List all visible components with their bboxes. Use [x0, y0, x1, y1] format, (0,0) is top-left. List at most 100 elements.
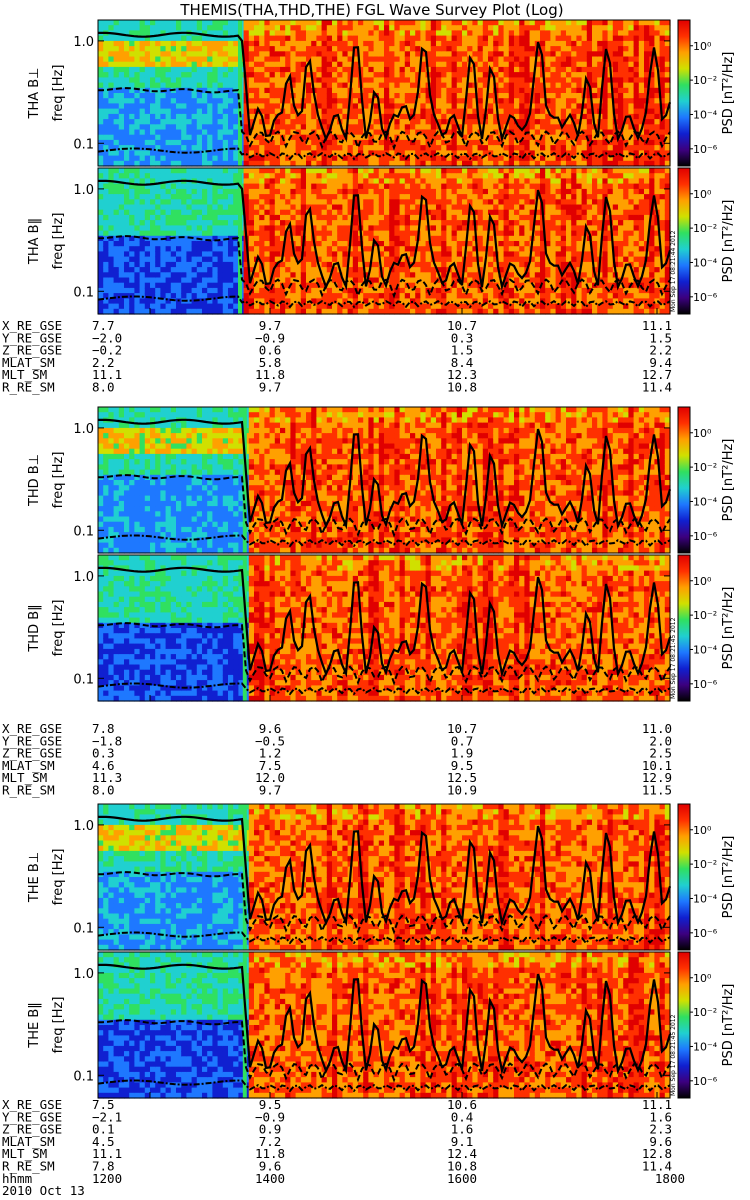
spectrogram-cell [108, 230, 115, 237]
spectrogram-cell [482, 93, 489, 99]
spectrogram-cell [129, 188, 135, 195]
spectrogram-cell [321, 87, 328, 94]
spectrogram-cell [550, 93, 557, 99]
spectrogram-cell [436, 287, 442, 294]
spectrogram-cell [560, 61, 567, 68]
spectrogram-cell [134, 272, 141, 279]
spectrogram-cell [373, 129, 380, 136]
spectrogram-cell [649, 108, 655, 115]
spectrogram-cell [446, 230, 453, 237]
spectrogram-cell [462, 160, 468, 167]
spectrogram-cell [332, 194, 338, 200]
spectrogram-cell [363, 204, 369, 211]
spectrogram-cell [425, 267, 432, 273]
spectrogram-cell [389, 150, 395, 157]
spectrogram-cell [566, 25, 572, 31]
spectrogram-cell [592, 93, 598, 99]
spectrogram-cell [368, 214, 375, 221]
spectrogram-cell [462, 20, 468, 26]
spectrogram-cell [243, 35, 250, 42]
spectrogram-cell [394, 139, 401, 146]
spectrogram-cell [160, 129, 167, 136]
spectrogram-cell [425, 119, 432, 125]
spectrogram-cell [202, 51, 208, 58]
spectrogram-cell [321, 155, 328, 162]
spectrogram-cell [410, 93, 416, 99]
spectrogram-cell [363, 246, 369, 252]
spectrogram-cell [389, 199, 395, 206]
spectrogram-cell [394, 103, 401, 110]
spectrogram-cell [363, 194, 369, 200]
spectrogram-cell [436, 204, 442, 211]
spectrogram-cell [628, 40, 635, 47]
spectrogram-cell [264, 103, 271, 110]
spectrogram-cell [420, 77, 427, 84]
spectrogram-cell [217, 194, 224, 200]
spectrogram-cell [181, 108, 187, 115]
spectrogram-cell [498, 119, 505, 125]
spectrogram-cell [202, 282, 208, 289]
spectrogram-cell [113, 272, 120, 279]
spectrogram-cell [425, 103, 432, 110]
spectrogram-cell [550, 82, 557, 89]
spectrogram-cell [160, 72, 167, 78]
spectrogram-cell [191, 251, 198, 258]
spectrogram-cell [228, 204, 234, 211]
spectrogram-cell [316, 51, 323, 58]
spectrogram-cell [389, 214, 395, 221]
spectrogram-cell [508, 82, 515, 89]
spectrogram-cell [269, 129, 276, 136]
spectrogram-cell [436, 51, 442, 58]
spectrogram-cell [129, 225, 135, 232]
spectrogram-cell [503, 108, 510, 115]
spectrogram-cell [300, 168, 307, 174]
spectrogram-cell [514, 87, 520, 94]
spectrogram-cell [352, 72, 359, 78]
spectrogram-cell [207, 93, 213, 99]
spectrogram-cell [514, 98, 520, 104]
spectrogram-cell [337, 225, 343, 232]
spectrogram-cell [436, 30, 442, 37]
spectrogram-cell [311, 72, 317, 78]
spectrogram-cell [186, 150, 193, 157]
spectrogram-cell [456, 35, 463, 42]
spectrogram-cell [524, 51, 531, 58]
spectrogram-cell [207, 66, 213, 73]
spectrogram-cell [514, 124, 520, 131]
spectrogram-cell [326, 168, 333, 174]
spectrogram-cell [98, 209, 104, 216]
spectrogram-cell [534, 93, 541, 99]
spectrogram-cell [519, 145, 525, 151]
spectrogram-cell [160, 145, 167, 151]
spectrogram-cell [113, 51, 120, 58]
spectrogram-cell [321, 199, 328, 206]
spectrogram-cell [165, 40, 172, 47]
spectrogram-cell [165, 25, 172, 31]
spectrogram-cell [352, 108, 359, 115]
spectrogram-cell [170, 25, 177, 31]
spectrogram-cell [108, 241, 115, 247]
spectrogram-cell [571, 56, 577, 63]
spectrogram-cell [592, 72, 598, 78]
spectrogram-cell [498, 87, 505, 94]
spectrogram-cell [306, 108, 312, 115]
spectrogram-cell [415, 194, 421, 200]
spectrogram-cell [160, 287, 167, 294]
spectrogram-cell [519, 129, 525, 136]
spectrogram-cell [259, 155, 265, 162]
spectrogram-cell [493, 51, 499, 58]
spectrogram-cell [311, 194, 317, 200]
spectrogram-cell [155, 129, 161, 136]
spectrogram-cell [290, 87, 297, 94]
spectrogram-cell [181, 209, 187, 216]
spectrogram-cell [160, 35, 167, 42]
spectrogram-cell [269, 93, 276, 99]
spectrogram-cell [342, 51, 349, 58]
spectrogram-cell [576, 139, 583, 146]
spectrogram-cell [337, 129, 343, 136]
spectrogram-cell [160, 282, 167, 289]
spectrogram-cell [186, 230, 193, 237]
spectrogram-cell [295, 139, 302, 146]
spectrogram-cell [623, 93, 629, 99]
spectrogram-cell [160, 82, 167, 89]
